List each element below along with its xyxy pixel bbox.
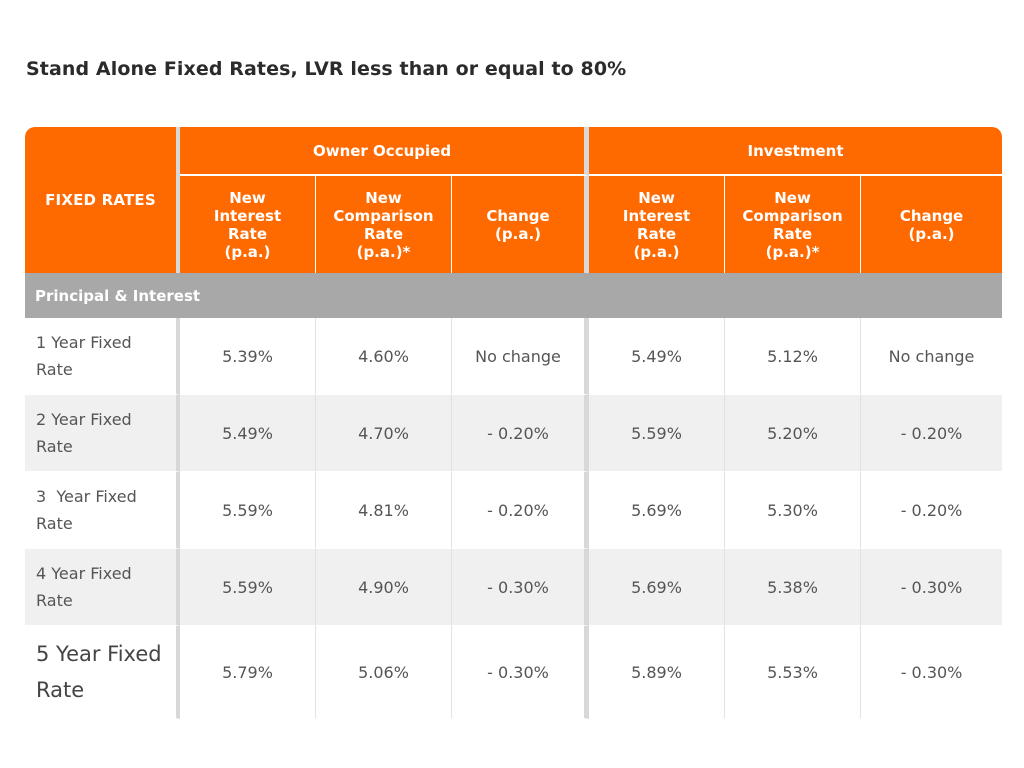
owner-occupied-header: Owner Occupied	[180, 127, 590, 176]
header-line: New	[638, 188, 675, 207]
row-label-line: Rate	[36, 678, 85, 702]
row-label-line: 2 Year Fixed	[36, 410, 132, 429]
table-row: 4 Year Fixed Rate 5.59% 4.90% - 0.30% 5.…	[25, 549, 1003, 626]
owner-comparison-rate-cell: 4.81%	[316, 472, 452, 549]
table-row: 3 Year Fixed Rate 5.59% 4.81% - 0.20% 5.…	[25, 472, 1003, 549]
investment-interest-rate-cell: 5.49%	[589, 318, 726, 395]
header-line: Comparison	[333, 206, 434, 225]
investment-interest-rate-cell: 5.89%	[589, 626, 726, 719]
table-row: 2 Year Fixed Rate 5.49% 4.70% - 0.20% 5.…	[25, 395, 1003, 472]
row-label-line: Rate	[36, 360, 73, 379]
investment-interest-rate-cell: 5.59%	[589, 395, 726, 472]
investment-new-interest-rate-header: New Interest Rate (p.a.)	[589, 176, 726, 273]
header-line: (p.a.)	[908, 224, 955, 243]
owner-interest-rate-cell: 5.59%	[180, 472, 316, 549]
investment-interest-rate-cell: 5.69%	[589, 472, 726, 549]
owner-interest-rate-cell: 5.39%	[180, 318, 316, 395]
owner-interest-rate-cell: 5.79%	[180, 626, 316, 719]
header-line: Change	[486, 206, 550, 225]
row-label-line: 4 Year Fixed	[36, 564, 132, 583]
investment-change-cell: - 0.20%	[861, 472, 1003, 549]
header-line: (p.a.)	[633, 242, 680, 261]
investment-header: Investment	[589, 127, 1003, 176]
row-label: 3 Year Fixed Rate	[25, 472, 180, 549]
table-row: 1 Year Fixed Rate 5.39% 4.60% No change …	[25, 318, 1003, 395]
row-label-line: Rate	[36, 437, 73, 456]
header-line: Rate	[363, 224, 404, 243]
row-label: 4 Year Fixed Rate	[25, 549, 180, 626]
header-line: (p.a.)*	[765, 242, 820, 261]
owner-comparison-rate-cell: 4.60%	[316, 318, 452, 395]
owner-new-comparison-rate-header: New Comparison Rate (p.a.)*	[316, 176, 452, 273]
row-label: 1 Year Fixed Rate	[25, 318, 180, 395]
owner-change-cell: - 0.30%	[452, 626, 590, 719]
row-label-line: Rate	[36, 514, 73, 533]
owner-interest-rate-cell: 5.59%	[180, 549, 316, 626]
fixed-rates-table: FIXED RATES Owner Occupied Investment Ne…	[25, 127, 1003, 719]
header-line: New	[365, 188, 402, 207]
investment-comparison-rate-cell: 5.38%	[725, 549, 862, 626]
owner-change-cell: - 0.20%	[452, 472, 590, 549]
rates-table-container: FIXED RATES Owner Occupied Investment Ne…	[25, 127, 1003, 719]
page-title: Stand Alone Fixed Rates, LVR less than o…	[26, 58, 627, 80]
row-label-line: 3 Year Fixed	[36, 487, 137, 506]
row-label-line: 5 Year Fixed	[36, 642, 162, 666]
header-line: Interest	[622, 206, 691, 225]
owner-change-cell: No change	[452, 318, 590, 395]
header-line: New	[774, 188, 811, 207]
owner-change-header: Change (p.a.)	[452, 176, 590, 273]
owner-interest-rate-cell: 5.49%	[180, 395, 316, 472]
investment-interest-rate-cell: 5.69%	[589, 549, 726, 626]
owner-comparison-rate-cell: 4.70%	[316, 395, 452, 472]
investment-comparison-rate-cell: 5.30%	[725, 472, 862, 549]
investment-comparison-rate-cell: 5.20%	[725, 395, 862, 472]
header-line: New	[229, 188, 266, 207]
owner-new-interest-rate-header: New Interest Rate (p.a.)	[180, 176, 316, 273]
investment-change-cell: - 0.30%	[861, 549, 1003, 626]
header-line: Change	[899, 206, 964, 225]
investment-change-cell: No change	[861, 318, 1003, 395]
row-label-line: Rate	[36, 591, 73, 610]
row-label: 2 Year Fixed Rate	[25, 395, 180, 472]
owner-change-cell: - 0.30%	[452, 549, 590, 626]
header-line: Rate	[637, 224, 677, 243]
investment-new-comparison-rate-header: New Comparison Rate (p.a.)*	[725, 176, 862, 273]
header-line: (p.a.)	[495, 224, 541, 243]
header-line: Rate	[227, 224, 268, 243]
investment-comparison-rate-cell: 5.53%	[725, 626, 862, 719]
investment-comparison-rate-cell: 5.12%	[725, 318, 862, 395]
header-line: (p.a.)	[224, 242, 271, 261]
fixed-rates-header: FIXED RATES	[25, 127, 180, 273]
header-line: Comparison	[742, 206, 843, 225]
header-line: Interest	[213, 206, 282, 225]
investment-change-cell: - 0.30%	[861, 626, 1003, 719]
owner-comparison-rate-cell: 4.90%	[316, 549, 452, 626]
table-row: 5 Year Fixed Rate 5.79% 5.06% - 0.30% 5.…	[25, 626, 1003, 719]
owner-comparison-rate-cell: 5.06%	[316, 626, 452, 719]
row-label: 5 Year Fixed Rate	[25, 626, 180, 719]
investment-change-cell: - 0.20%	[861, 395, 1003, 472]
header-line: (p.a.)*	[356, 242, 411, 261]
header-line: Rate	[773, 224, 813, 243]
owner-change-cell: - 0.20%	[452, 395, 590, 472]
row-label-line: 1 Year Fixed	[36, 333, 132, 352]
section-principal-interest: Principal & Interest	[25, 273, 1003, 318]
investment-change-header: Change (p.a.)	[861, 176, 1003, 273]
